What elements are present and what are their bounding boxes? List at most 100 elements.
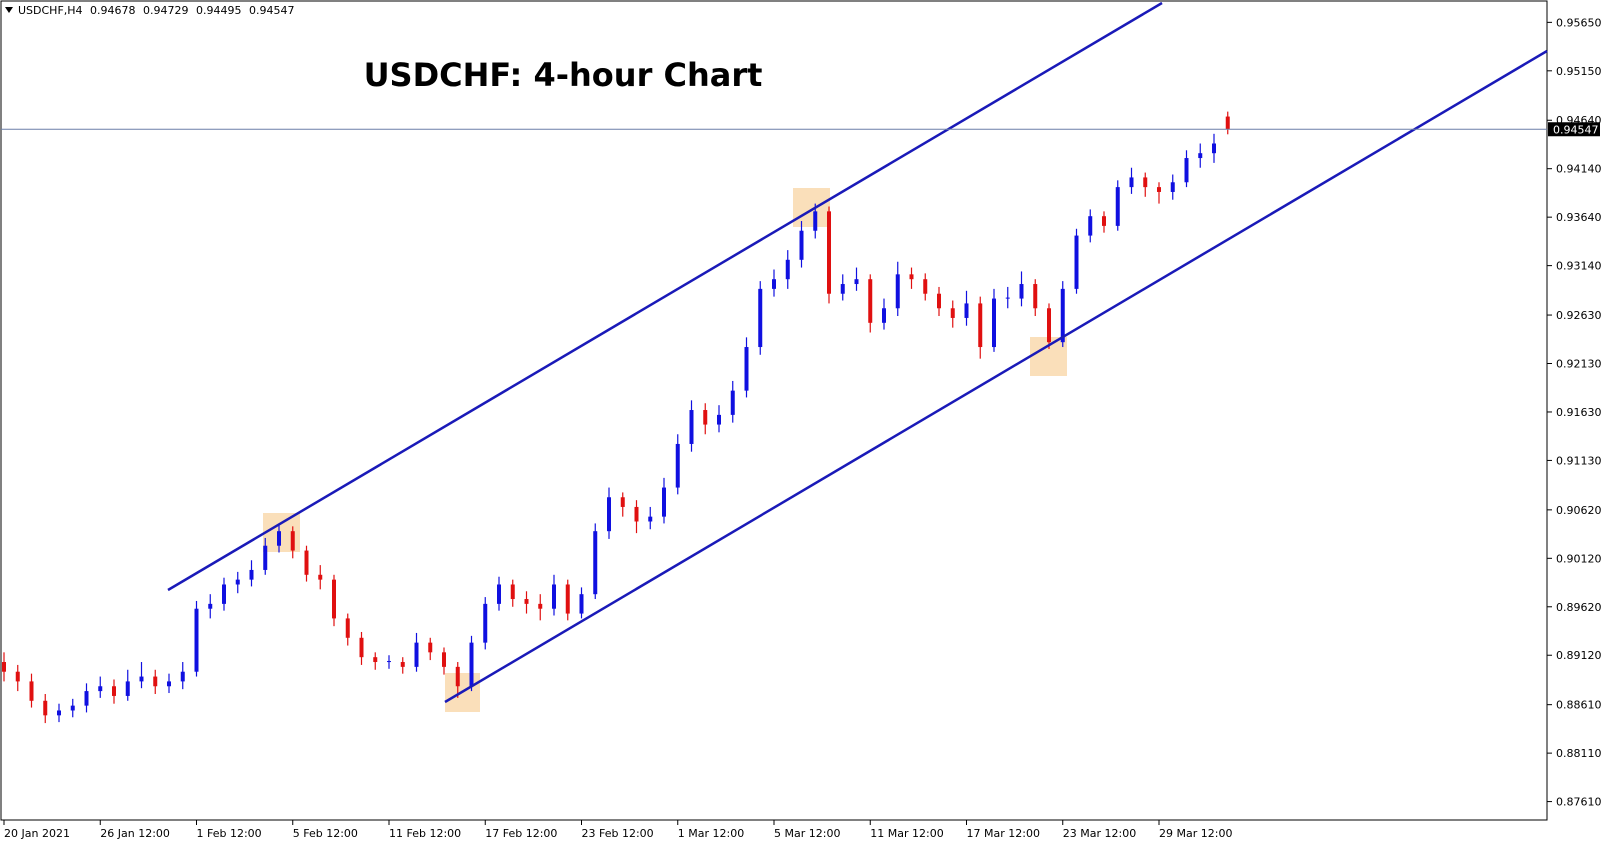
highlight-boxes [263,188,1067,712]
x-tick-label: 29 Mar 12:00 [1159,827,1232,840]
candle-body [1033,284,1038,309]
candle-body [579,594,584,614]
plot-frame [0,0,1548,821]
ohlc-high: 0.94729 [143,4,189,17]
candle-body [387,661,391,663]
candle-body [208,603,213,609]
candle-body [1157,187,1161,192]
candle-body [758,288,763,348]
candle-body [1143,177,1148,188]
candle-body [964,303,969,318]
y-tick-label: 0.88110 [1556,747,1602,760]
candle-body [524,599,529,604]
candle-body [345,618,350,638]
candle-body [675,443,680,488]
candle-body [332,579,336,619]
candle-body [125,681,130,696]
y-tick-label: 0.92630 [1556,309,1602,322]
candle-body [937,293,941,309]
candle-body [455,666,460,687]
x-tick-label: 11 Feb 12:00 [389,827,461,840]
candle-body [290,531,295,551]
candle-body [868,279,873,323]
candle-body [689,410,694,444]
candle-body [318,574,323,580]
y-tick-label: 0.95150 [1556,65,1602,78]
x-tick-label: 1 Feb 12:00 [197,827,262,840]
candle-body [923,279,928,294]
candle-body [1115,187,1120,226]
candle-body [235,579,240,585]
candle-body [263,545,268,570]
candle-body [483,603,488,643]
candle-body [717,414,721,425]
candle-body [304,550,309,575]
y-tick-label: 0.91630 [1556,406,1602,419]
candle-body [813,211,818,231]
candle-body [1074,235,1079,289]
channel-upper [167,1,1163,592]
y-tick-label: 0.88610 [1556,699,1602,712]
y-tick-label: 0.93640 [1556,211,1602,224]
y-tick-label: 0.91130 [1556,454,1602,467]
candle-body [400,662,405,667]
candle-body [799,230,804,260]
x-tick-label: 20 Jan 2021 [4,827,70,840]
candle-body [414,642,419,667]
price-label-box [1548,122,1600,137]
candle-body [469,642,474,687]
candle-body [510,584,515,600]
candle-body [730,390,735,415]
candle-body [497,584,501,604]
candle-body [593,531,598,595]
candle-body [1184,158,1189,183]
candle-body [1212,143,1216,154]
candle-body [634,506,639,522]
candle-body [538,603,543,609]
ohlc-low: 0.94495 [196,4,242,17]
highlight-box [793,188,830,227]
candle-body [909,274,914,280]
candle-body [373,657,378,663]
candle-body [249,569,254,580]
candle-body [1047,308,1051,343]
x-tick-label: 17 Feb 12:00 [485,827,557,840]
candle-body [1088,216,1093,236]
candle-body [153,676,158,687]
chart-title: USDCHF: 4-hour Chart [364,56,763,94]
candle-body [428,642,433,653]
candle-body [744,347,749,391]
x-tick-label: 23 Mar 12:00 [1063,827,1136,840]
candle-body [882,308,886,323]
price-label: 0.94547 [1553,123,1599,136]
candle-body [98,686,103,692]
candle-body [552,584,556,609]
candle-body [112,686,116,696]
candle-body [648,516,653,522]
y-tick-label: 0.89620 [1556,601,1602,614]
x-tick-label: 11 Mar 12:00 [870,827,943,840]
x-tick-label: 5 Feb 12:00 [293,827,358,840]
candle-body [15,671,20,682]
y-tick-label: 0.94140 [1556,163,1602,176]
candle-body [442,652,446,667]
candle-body [43,700,48,716]
candle-body [180,671,185,682]
candle-body [1170,182,1175,192]
candle-body [840,284,845,294]
y-tick-label: 0.90620 [1556,504,1602,517]
candle-body [565,584,570,614]
candle-body [1060,288,1065,343]
y-tick-label: 0.95650 [1556,16,1602,29]
ohlc-open: 0.94678 [90,4,136,17]
candle-body [1129,177,1134,188]
dropdown-icon [5,7,13,13]
x-tick-label: 17 Mar 12:00 [967,827,1040,840]
candle-body [1225,116,1230,130]
y-tick-label: 0.92130 [1556,358,1602,371]
candle-body [139,676,144,682]
ohlc-close: 0.94547 [249,4,295,17]
candle-body [167,681,171,687]
